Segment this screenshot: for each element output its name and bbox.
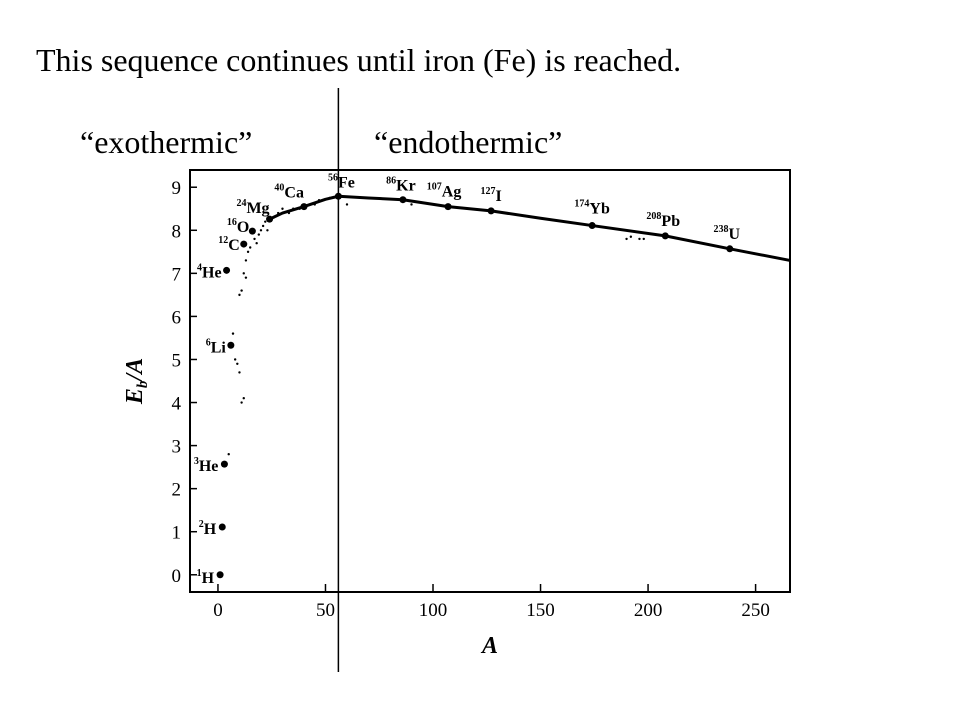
nucleus-dot xyxy=(266,229,269,232)
nucleus-dot xyxy=(638,237,641,241)
scatter-points xyxy=(227,196,645,456)
x-tick-label: 150 xyxy=(526,600,555,621)
y-tick-label: 9 xyxy=(172,178,182,199)
nuclide-point xyxy=(444,203,452,211)
y-tick-label: 0 xyxy=(172,566,182,587)
nuclide-point xyxy=(266,215,274,223)
nuclide-label: 6Li xyxy=(206,337,227,356)
nuclide-point xyxy=(248,227,256,235)
nucleus-dot xyxy=(242,397,245,400)
nucleus-dot xyxy=(261,224,265,228)
nuclide-label: 86Kr xyxy=(386,176,416,195)
nucleus-dot xyxy=(642,237,645,241)
axis-ticks: 0 50 100 150 200 250 0 1 2 3 4 5 6 7 8 9 xyxy=(172,178,770,621)
nucleus-dot xyxy=(257,233,261,236)
trend-line xyxy=(268,194,791,262)
nuclide-label: 208Pb xyxy=(646,211,680,230)
nuclide-point xyxy=(218,523,226,531)
endothermic-label: “endothermic” xyxy=(374,124,563,160)
nuclide-point xyxy=(726,245,734,253)
y-tick-label: 3 xyxy=(172,437,182,458)
nucleus-dot xyxy=(227,453,230,456)
nucleus-dot xyxy=(238,371,241,374)
nucleus-dot xyxy=(255,242,258,245)
nucleus-dot xyxy=(249,246,252,249)
nuclide-label: 107Ag xyxy=(427,182,462,201)
x-tick-label: 100 xyxy=(419,600,448,621)
x-tick-label: 50 xyxy=(316,600,335,621)
nuclide-label: 3He xyxy=(194,456,219,475)
y-axis-title: Eb/A xyxy=(122,358,151,405)
y-tick-label: 5 xyxy=(172,350,182,371)
slide-headline: This sequence continues until iron (Fe) … xyxy=(36,42,682,78)
nucleus-dot xyxy=(253,237,256,241)
nuclide-label: 238U xyxy=(714,224,741,243)
y-tick-label: 2 xyxy=(172,480,182,501)
nuclide-label: 174Yb xyxy=(574,199,610,218)
nuclide-point xyxy=(399,196,407,204)
nucleus-dot xyxy=(238,293,241,297)
y-tick-label: 6 xyxy=(172,307,182,328)
nucleus-dot xyxy=(259,229,263,232)
nucleus-dot xyxy=(264,220,267,223)
nuclide-point xyxy=(227,341,235,349)
nuclide-label: 56Fe xyxy=(328,172,355,191)
y-tick-label: 1 xyxy=(172,523,182,544)
nuclide-point xyxy=(487,207,495,215)
nuclide-point xyxy=(216,571,224,579)
nucleus-dot xyxy=(231,332,235,335)
nuclide-label: 40Ca xyxy=(274,183,304,202)
nuclide-point xyxy=(220,460,228,468)
nucleus-dot xyxy=(236,362,239,365)
nucleus-dot xyxy=(246,250,250,254)
nuclide-label: 2H xyxy=(199,519,217,538)
nuclide-point xyxy=(223,266,231,274)
nuclide-label: 4He xyxy=(197,262,222,281)
nucleus-dot xyxy=(244,259,248,262)
nuclide-label: 1H xyxy=(197,568,215,587)
y-tick-label: 8 xyxy=(172,221,182,242)
nuclide-point xyxy=(661,232,669,240)
nuclide-label: 127I xyxy=(480,186,501,205)
x-axis-title: A xyxy=(480,633,498,659)
nuclide-label: 12C xyxy=(218,235,240,254)
nuclide-label: 24Mg xyxy=(236,198,269,217)
nucleus-dot xyxy=(625,237,628,241)
nucleus-dot xyxy=(233,358,237,361)
y-tick-label: 7 xyxy=(172,264,182,285)
nucleus-dot xyxy=(244,276,248,279)
x-tick-label: 0 xyxy=(213,600,223,621)
nucleus-dot xyxy=(629,235,633,238)
plot-frame xyxy=(189,169,791,593)
x-tick-label: 250 xyxy=(741,600,770,621)
nuclide-point xyxy=(588,222,596,230)
nucleus-dot xyxy=(240,289,243,292)
x-tick-label: 200 xyxy=(634,600,663,621)
nucleus-dot xyxy=(345,203,349,206)
nucleus-dot xyxy=(240,401,243,404)
nuclide-label: 16O xyxy=(227,217,249,236)
nucleus-dot xyxy=(281,207,284,210)
exothermic-label: “exothermic” xyxy=(80,124,253,160)
nucleus-dot xyxy=(242,272,245,275)
nuclide-point xyxy=(300,203,308,211)
nuclide-point xyxy=(240,240,248,248)
nucleus-dot xyxy=(410,203,413,206)
y-tick-label: 4 xyxy=(172,394,182,415)
